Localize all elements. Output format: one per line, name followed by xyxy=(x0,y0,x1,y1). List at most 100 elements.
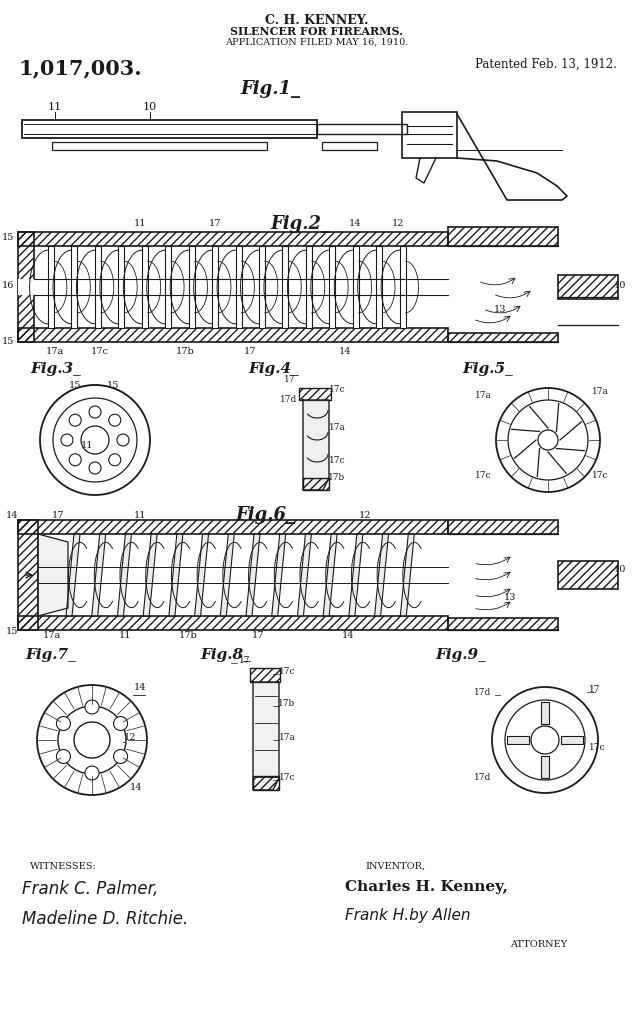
Text: 16: 16 xyxy=(2,281,14,290)
Text: 10: 10 xyxy=(143,102,157,112)
Text: 17d: 17d xyxy=(474,773,491,782)
Text: 12: 12 xyxy=(359,511,371,519)
Bar xyxy=(95,246,101,328)
Bar xyxy=(448,227,558,246)
Polygon shape xyxy=(303,400,329,490)
Text: SILENCER FOR FIREARMS.: SILENCER FOR FIREARMS. xyxy=(231,26,403,37)
Text: Fig.6_: Fig.6_ xyxy=(235,506,295,524)
Circle shape xyxy=(57,717,70,730)
Bar xyxy=(48,246,54,328)
Text: 17d: 17d xyxy=(281,395,298,404)
Text: 17c: 17c xyxy=(329,385,345,394)
Text: 17: 17 xyxy=(251,632,264,640)
Bar xyxy=(18,616,448,630)
Text: Fig.5_: Fig.5_ xyxy=(462,362,512,376)
Text: 11: 11 xyxy=(134,511,146,519)
Text: 11: 11 xyxy=(134,219,146,228)
Circle shape xyxy=(505,700,585,780)
Text: 17b: 17b xyxy=(176,346,194,355)
Bar xyxy=(448,618,558,630)
Bar xyxy=(18,279,448,295)
Text: 17: 17 xyxy=(239,656,251,665)
Bar xyxy=(71,246,77,328)
Bar xyxy=(189,246,194,328)
Bar xyxy=(283,246,288,328)
Bar xyxy=(322,142,377,150)
Text: 11: 11 xyxy=(48,102,62,112)
Text: Fig.3_: Fig.3_ xyxy=(30,362,81,376)
Circle shape xyxy=(109,454,121,466)
Text: 17d: 17d xyxy=(474,688,491,697)
Circle shape xyxy=(538,430,558,450)
Text: 17: 17 xyxy=(589,685,601,694)
Text: 17c: 17c xyxy=(279,667,295,676)
Text: Patented Feb. 13, 1912.: Patented Feb. 13, 1912. xyxy=(475,58,617,71)
Text: 17c: 17c xyxy=(592,471,608,480)
Polygon shape xyxy=(272,534,286,616)
Circle shape xyxy=(37,685,147,795)
Text: 13: 13 xyxy=(494,305,506,314)
Bar xyxy=(18,520,38,630)
Bar xyxy=(18,520,448,534)
Polygon shape xyxy=(297,534,311,616)
Text: Charles H. Kenney,: Charles H. Kenney, xyxy=(345,880,508,894)
Bar xyxy=(402,112,457,158)
Circle shape xyxy=(81,426,109,454)
Bar xyxy=(18,232,34,342)
Bar xyxy=(558,275,618,299)
Text: 14: 14 xyxy=(6,511,18,519)
Bar xyxy=(376,246,382,328)
Text: 13: 13 xyxy=(504,594,516,602)
Text: Fig.2_: Fig.2_ xyxy=(270,215,330,233)
Text: Frank C. Palmer,: Frank C. Palmer, xyxy=(22,880,158,898)
Circle shape xyxy=(69,454,81,466)
Polygon shape xyxy=(220,534,234,616)
Bar xyxy=(448,520,558,534)
Polygon shape xyxy=(38,534,68,616)
Polygon shape xyxy=(253,682,279,790)
Text: Fig.9_: Fig.9_ xyxy=(435,648,486,662)
Text: WITNESSES:: WITNESSES: xyxy=(30,862,97,871)
Text: 17c: 17c xyxy=(91,346,109,355)
Bar xyxy=(259,246,265,328)
Text: 10: 10 xyxy=(614,281,626,290)
Text: 12: 12 xyxy=(392,219,404,228)
Text: 17c: 17c xyxy=(589,743,605,752)
Bar xyxy=(317,124,407,134)
Polygon shape xyxy=(169,534,183,616)
Text: 15: 15 xyxy=(69,381,81,390)
Text: APPLICATION FILED MAY 16, 1910.: APPLICATION FILED MAY 16, 1910. xyxy=(225,38,409,47)
Text: 17c: 17c xyxy=(329,456,345,465)
Text: 12: 12 xyxy=(124,733,137,742)
Text: 17b: 17b xyxy=(328,473,345,482)
Bar xyxy=(142,246,148,328)
Text: 17: 17 xyxy=(51,511,64,519)
Circle shape xyxy=(69,414,81,426)
Circle shape xyxy=(492,687,598,793)
Bar xyxy=(250,668,280,682)
Circle shape xyxy=(109,414,121,426)
Text: Frank H.by Allen: Frank H.by Allen xyxy=(345,908,471,923)
Text: 17a: 17a xyxy=(328,423,345,432)
Circle shape xyxy=(58,706,126,774)
Text: 15: 15 xyxy=(2,338,14,346)
Bar xyxy=(18,328,448,342)
Bar xyxy=(118,246,124,328)
Text: 10: 10 xyxy=(614,565,626,574)
Polygon shape xyxy=(323,534,337,616)
Text: Fig.7_: Fig.7_ xyxy=(25,648,76,662)
Circle shape xyxy=(508,400,588,480)
Circle shape xyxy=(114,717,128,730)
Polygon shape xyxy=(541,702,549,724)
Bar xyxy=(306,246,312,328)
Bar xyxy=(558,561,618,589)
Bar xyxy=(22,120,317,138)
Text: 17a: 17a xyxy=(474,391,491,400)
Text: 11: 11 xyxy=(119,632,131,640)
Bar xyxy=(299,388,331,400)
Text: 17a: 17a xyxy=(43,632,61,640)
Text: 17c: 17c xyxy=(475,471,491,480)
Bar xyxy=(303,478,329,490)
Text: 15: 15 xyxy=(107,381,119,390)
Polygon shape xyxy=(66,534,80,616)
